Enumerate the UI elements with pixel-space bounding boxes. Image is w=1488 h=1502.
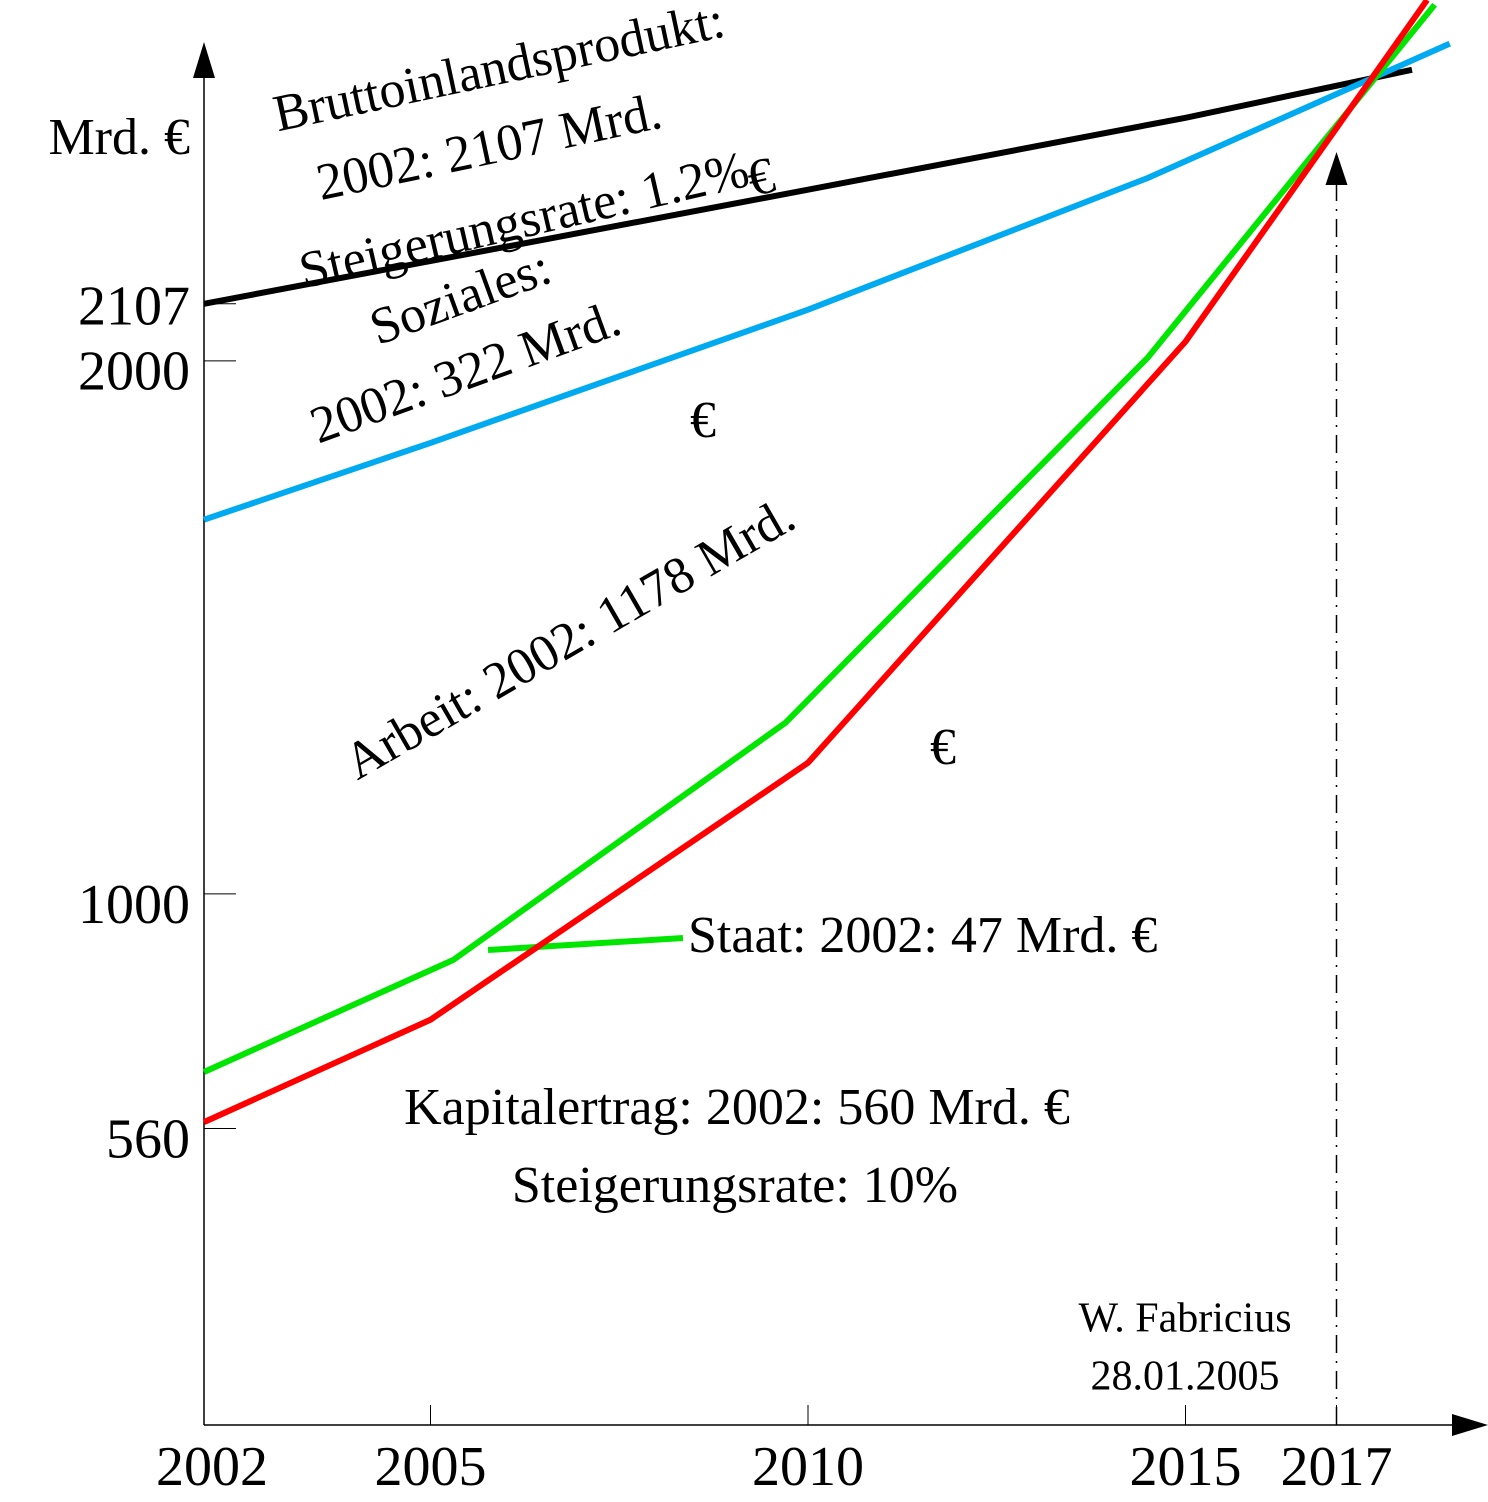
annotation: 28.01.2005 — [1091, 1354, 1280, 1400]
annotation: € — [930, 719, 956, 776]
y-axis-arrow — [193, 42, 215, 78]
annotation: € — [690, 392, 716, 449]
series-line — [203, 40, 1451, 523]
y-tick-label: 2107 — [78, 276, 190, 338]
x-tick-label: 2010 — [752, 1436, 864, 1498]
annotation: Kapitalertrag: 2002: 560 Mrd. € — [404, 1079, 1070, 1136]
y-axis-label: Mrd. € — [48, 109, 190, 166]
y-tick-label: 1000 — [78, 874, 190, 936]
y-tick-label: 2000 — [78, 341, 190, 403]
annotation: Staat: 2002: 47 Mrd. € — [688, 907, 1157, 964]
annotation: Steigerungsrate: 10% — [512, 1157, 958, 1214]
x-tick-label: 2017 — [1281, 1436, 1393, 1498]
x-axis-arrow — [1452, 1414, 1488, 1436]
marker-arrow — [1325, 152, 1348, 185]
annotation: Arbeit: 2002: 1178 Mrd. — [335, 487, 805, 791]
leader-line — [487, 935, 684, 953]
x-tick-label: 2005 — [375, 1436, 487, 1498]
x-tick-label: 2002 — [156, 1436, 268, 1498]
y-tick-label: 560 — [106, 1108, 190, 1170]
series-line — [202, 2, 1437, 1075]
series-line — [203, 66, 1413, 307]
annotation: W. Fabricius — [1078, 1296, 1291, 1342]
x-tick-label: 2015 — [1130, 1436, 1242, 1498]
series-line — [202, 0, 1430, 1125]
